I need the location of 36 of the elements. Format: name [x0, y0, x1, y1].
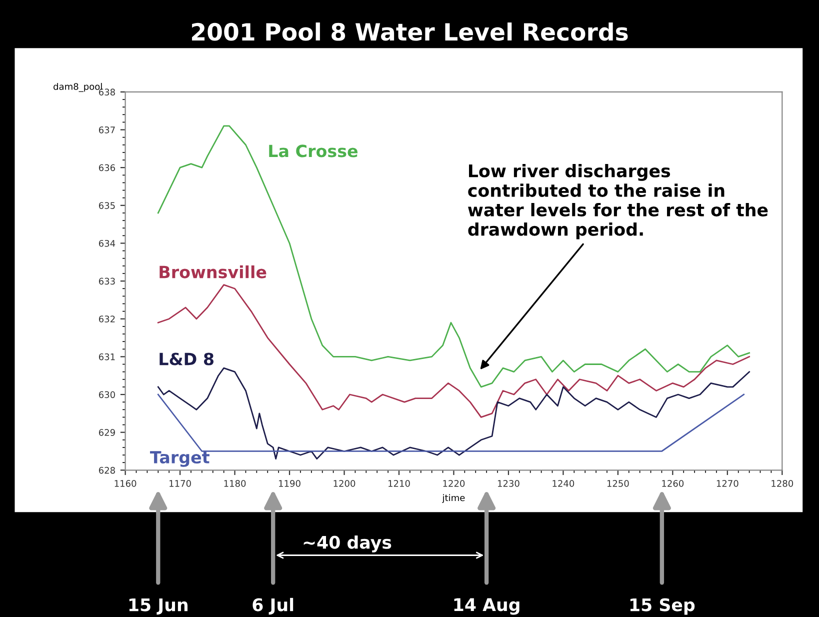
y-tick-label: 630 [98, 391, 115, 398]
x-tick-label: 1270 [716, 480, 738, 487]
x-tick-label: 1210 [388, 480, 410, 487]
y-tick-label: 636 [98, 164, 116, 172]
series-label: Brownsville [160, 265, 266, 278]
series-label: L&D 8 [160, 352, 214, 366]
text: 14 Aug [454, 598, 520, 615]
x-tick-label: 1180 [224, 480, 246, 487]
x-tick-label: 1200 [334, 480, 356, 487]
x-tick-label: 1250 [607, 480, 629, 487]
series-label: La Crosse [269, 144, 358, 158]
y-tick-label: 635 [98, 202, 115, 209]
text: 6 Jul [252, 598, 294, 615]
x-tick-label: 1260 [662, 480, 684, 487]
annotation: Low river discharges contributed to the raise in water levels for the rest of the drawdown period. [468, 164, 768, 240]
y-tick-label: 637 [98, 126, 115, 134]
text: 15 Sep [630, 598, 695, 615]
x-tick-label: 1280 [772, 480, 794, 487]
x-tick-label: 1230 [498, 480, 520, 487]
text: 15 Jun [129, 598, 188, 615]
series-label: Target [150, 451, 210, 467]
y-tick-label: 634 [98, 240, 116, 247]
y-tick-label: 633 [98, 278, 115, 285]
x-tick-label: 1190 [279, 480, 300, 487]
text: ~40 days [304, 535, 392, 552]
y-tick-label: 629 [98, 429, 115, 436]
y-tick-label: 632 [98, 316, 115, 322]
x-tick-label: 1240 [552, 480, 574, 487]
x-tick-label: 1220 [443, 480, 465, 487]
y-tick-label: 631 [98, 353, 115, 360]
x-tick-label: 1160 [114, 480, 136, 487]
chart-title: 2001 Pool 8 Water Level Records [192, 22, 628, 41]
x-axis-title: jtime [442, 494, 465, 503]
y-tick-label: 628 [98, 466, 115, 474]
line-series [157, 284, 750, 418]
x-tick-label: 1170 [170, 480, 191, 487]
